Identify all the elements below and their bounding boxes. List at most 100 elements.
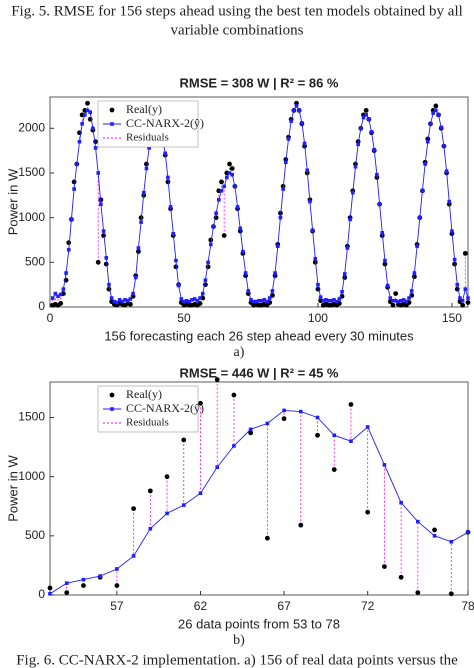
point (198, 491, 203, 496)
point (181, 503, 186, 507)
point (81, 583, 86, 588)
point (85, 100, 90, 106)
point (232, 444, 236, 448)
point (182, 299, 186, 304)
point (64, 590, 70, 596)
y-tick-label: 1500 (18, 410, 45, 424)
legend-swatch (110, 122, 114, 126)
point (367, 117, 371, 122)
point (270, 289, 275, 293)
point (399, 298, 403, 303)
point (458, 296, 462, 300)
point (225, 175, 229, 180)
point (50, 296, 55, 300)
point (107, 282, 111, 287)
point (372, 147, 377, 152)
point (61, 287, 66, 291)
point (342, 272, 347, 276)
point (380, 231, 385, 235)
point (214, 211, 218, 215)
x-tick-label: 0 (47, 311, 54, 325)
point (353, 164, 358, 169)
point (449, 539, 454, 544)
point (434, 108, 438, 113)
point (281, 187, 285, 191)
point (125, 298, 130, 303)
point (56, 294, 60, 299)
point (215, 465, 219, 469)
point (332, 433, 337, 438)
point (334, 299, 339, 304)
point (109, 296, 114, 300)
point (265, 299, 269, 304)
point (262, 298, 267, 302)
point (235, 205, 240, 209)
point (412, 271, 417, 275)
point (401, 298, 406, 302)
point (176, 283, 181, 288)
x-axis-label: 156 forecasting each 26 step ahead every… (104, 328, 414, 343)
point (264, 535, 270, 541)
point (369, 130, 374, 134)
point (136, 246, 141, 250)
point (282, 408, 286, 413)
point (214, 377, 220, 383)
point (259, 298, 264, 303)
point (91, 126, 95, 131)
point (383, 258, 387, 263)
point (331, 467, 337, 472)
point (417, 215, 422, 220)
point (308, 199, 312, 204)
point (133, 275, 138, 280)
point (103, 261, 109, 267)
point (99, 202, 103, 207)
point (388, 296, 393, 300)
point (190, 298, 194, 302)
point (375, 172, 379, 177)
point (93, 146, 98, 150)
x-tick-label: 150 (442, 311, 462, 325)
point (184, 298, 189, 303)
point (281, 416, 287, 422)
point (450, 229, 454, 233)
point (96, 171, 101, 175)
y-axis-label: Power in W (5, 168, 20, 235)
point (147, 488, 153, 494)
y-tick-label: 500 (25, 528, 45, 542)
point (359, 126, 363, 131)
point (465, 300, 471, 305)
x-tick-label: 67 (277, 599, 291, 613)
legend-label: Real(y) (126, 102, 162, 116)
point (104, 256, 109, 260)
point (382, 463, 387, 467)
point (313, 256, 318, 261)
point (404, 299, 409, 304)
point (101, 233, 106, 238)
point (174, 258, 178, 263)
caption-line: variable combinations (171, 22, 304, 38)
point (283, 160, 288, 165)
point (74, 162, 79, 166)
x-tick-label: 57 (110, 599, 124, 613)
point (361, 115, 366, 120)
point (310, 228, 315, 232)
point (391, 298, 395, 303)
point (221, 233, 227, 238)
point (168, 205, 173, 209)
y-tick-label: 1500 (18, 165, 45, 179)
point (171, 231, 176, 236)
point (292, 108, 296, 113)
panel-label: b) (233, 633, 245, 648)
point (377, 202, 382, 207)
point (117, 298, 122, 302)
point (318, 295, 323, 299)
point (289, 119, 293, 123)
point (72, 187, 76, 191)
point (329, 298, 334, 303)
point (363, 108, 369, 113)
point (275, 244, 280, 249)
point (206, 260, 210, 265)
point (415, 590, 421, 596)
point (348, 402, 354, 407)
point (80, 122, 84, 126)
